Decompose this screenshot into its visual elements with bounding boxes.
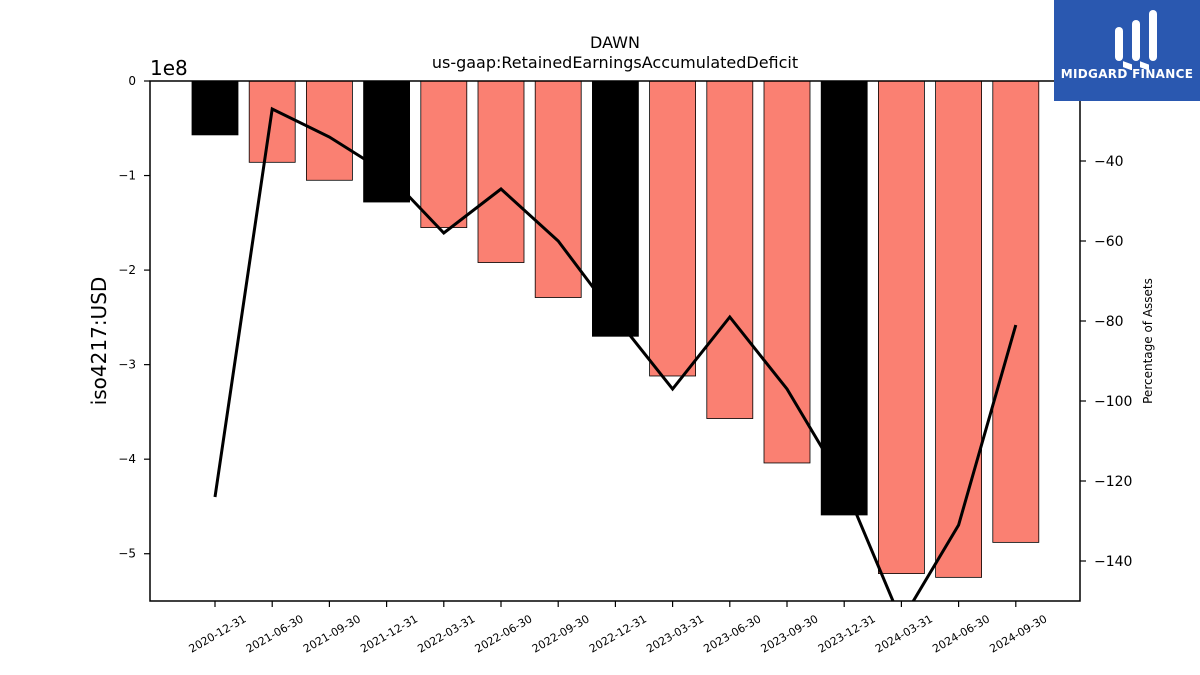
x-tick-label: 2021-06-30 [244,612,306,655]
x-tick-label: 2021-12-31 [358,612,420,655]
x-ticks: 2020-12-312021-06-302021-09-302021-12-31… [187,601,1049,656]
y-tick-label: −1 [118,169,136,183]
x-tick-label: 2023-03-31 [644,612,706,655]
y-tick-label: −5 [118,547,136,561]
y2-tick-label: −100 [1094,394,1132,410]
line-group [213,106,1018,601]
y-tick-label: 0 [128,74,136,88]
bar-2022-03-31 [420,80,468,228]
bar-2022-06-30 [477,80,525,263]
bar-2024-03-31 [878,80,925,574]
y-ticks: 0 −1 −2 −3 −4 −5 [118,74,150,561]
bar-2021-12-31 [363,80,411,203]
x-tick-label: 2022-03-31 [415,612,477,655]
bar-2023-06-30 [706,80,754,419]
bar-2022-12-31 [592,80,639,337]
x-tick-label: 2024-03-31 [873,612,935,655]
x-tick-label: 2023-12-31 [816,612,878,655]
bar-2020-12-31 [191,80,239,136]
percentage-line [213,106,1018,601]
bar-2024-06-30 [935,80,982,578]
y2-tick-label: −80 [1094,314,1124,330]
bar-2023-03-31 [649,80,696,377]
midgard-finance-logo: MIDGARD FINANCE [1054,0,1200,101]
bars-group [191,80,1040,578]
x-tick-label: 2024-09-30 [987,612,1049,655]
y2-tick-label: −140 [1094,554,1132,570]
x-tick-label: 2022-09-30 [530,612,592,655]
bar-2021-06-30 [248,80,296,163]
bar-2022-09-30 [534,80,582,298]
x-tick-label: 2023-09-30 [759,612,821,655]
bar-2023-09-30 [763,80,811,464]
chart-title: DAWN [590,33,640,52]
bar-2023-12-31 [820,80,868,516]
y-tick-label: −3 [118,358,136,372]
x-tick-label: 2021-09-30 [301,612,363,655]
y2-axis-label: Percentage of Assets [1141,278,1155,404]
bar-2024-09-30 [992,80,1040,543]
y2-ticks: −40 −60 −80 −100 −120 −140 [1080,154,1132,570]
y2-tick-label: −40 [1094,154,1124,170]
x-tick-label: 2024-06-30 [930,612,992,655]
y-axis-label: iso4217:USD [87,277,111,406]
x-tick-label: 2022-12-31 [587,612,649,655]
y2-tick-label: −60 [1094,234,1124,250]
y2-tick-label: −120 [1094,474,1132,490]
x-tick-label: 2022-06-30 [473,612,535,655]
chart-subtitle: us-gaap:RetainedEarningsAccumulatedDefic… [432,53,798,72]
logo-text: MIDGARD FINANCE [1060,67,1194,81]
y-tick-label: −2 [118,263,136,277]
y-tick-label: −4 [118,452,136,466]
x-tick-label: 2020-12-31 [187,612,249,655]
x-tick-label: 2023-06-30 [701,612,763,655]
y-scale-label: 1e8 [150,56,188,80]
logo-mark-icon [1115,10,1157,70]
